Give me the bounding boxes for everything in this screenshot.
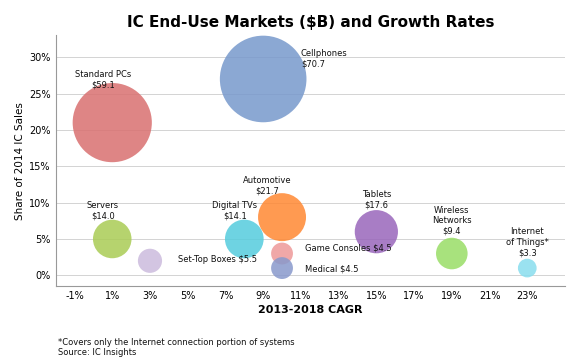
Text: *Covers only the Internet connection portion of systems: *Covers only the Internet connection por… bbox=[58, 338, 295, 347]
Text: Set-Top Boxes $5.5: Set-Top Boxes $5.5 bbox=[178, 256, 258, 265]
Point bbox=[108, 120, 117, 126]
Text: Source: IC Insights: Source: IC Insights bbox=[58, 349, 136, 358]
Text: Medical $4.5: Medical $4.5 bbox=[304, 265, 358, 274]
X-axis label: 2013-2018 CAGR: 2013-2018 CAGR bbox=[258, 305, 362, 315]
Point bbox=[523, 265, 532, 271]
Point bbox=[240, 236, 249, 242]
Point bbox=[108, 236, 117, 242]
Point bbox=[372, 229, 381, 234]
Title: IC End-Use Markets ($B) and Growth Rates: IC End-Use Markets ($B) and Growth Rates bbox=[126, 15, 494, 30]
Y-axis label: Share of 2014 IC Sales: Share of 2014 IC Sales bbox=[15, 102, 25, 220]
Text: Internet
of Things*
$3.3: Internet of Things* $3.3 bbox=[506, 227, 549, 257]
Text: Wireless
Networks
$9.4: Wireless Networks $9.4 bbox=[432, 206, 472, 236]
Point bbox=[146, 258, 155, 264]
Text: Digital TVs
$14.1: Digital TVs $14.1 bbox=[212, 201, 258, 221]
Text: Tablets
$17.6: Tablets $17.6 bbox=[362, 191, 391, 210]
Text: Game Consoles $4.5: Game Consoles $4.5 bbox=[304, 243, 392, 252]
Point bbox=[259, 76, 268, 82]
Point bbox=[277, 265, 287, 271]
Text: Servers
$14.0: Servers $14.0 bbox=[87, 201, 119, 221]
Text: Standard PCs
$59.1: Standard PCs $59.1 bbox=[75, 70, 131, 90]
Point bbox=[447, 251, 456, 256]
Point bbox=[277, 251, 287, 256]
Text: Cellphones
$70.7: Cellphones $70.7 bbox=[301, 49, 347, 68]
Point bbox=[277, 214, 287, 220]
Text: Automotive
$21.7: Automotive $21.7 bbox=[242, 176, 291, 195]
